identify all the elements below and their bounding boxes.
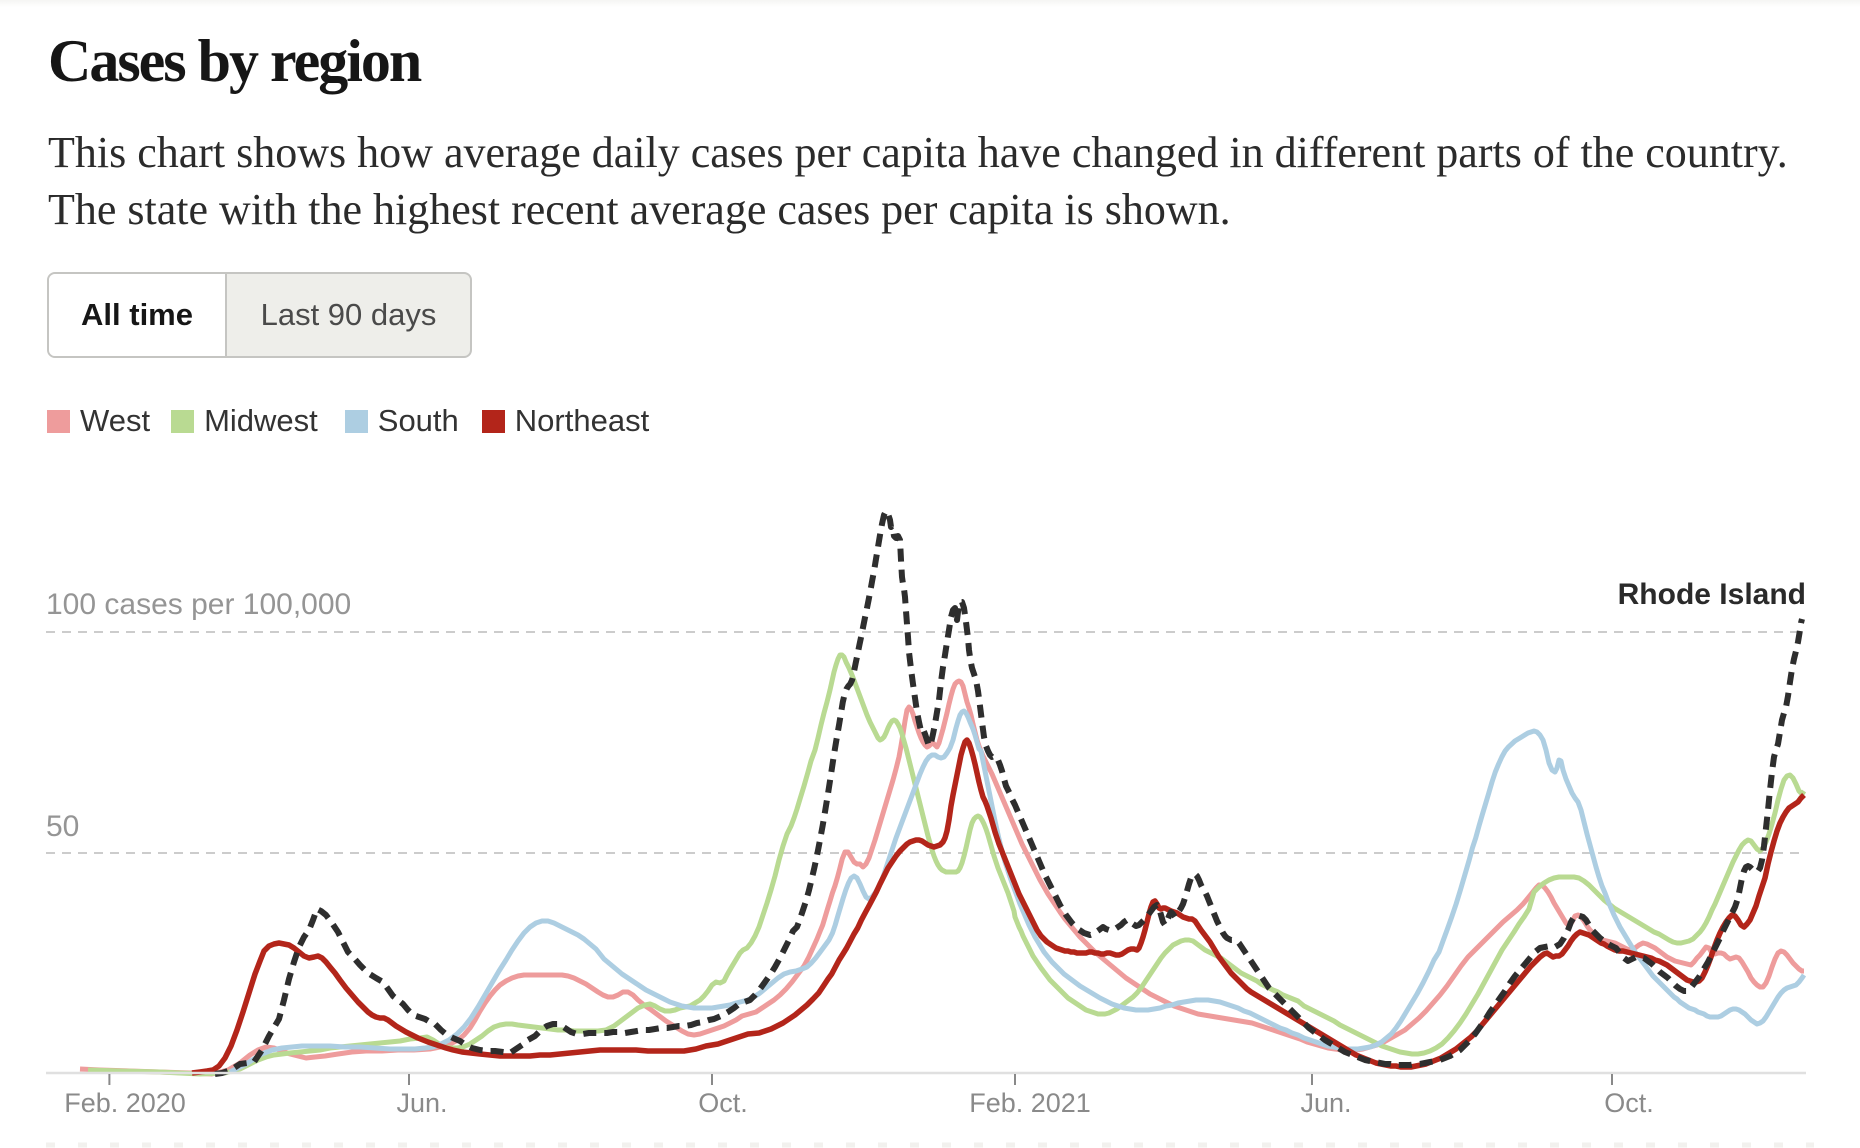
svg-text:Feb. 2021: Feb. 2021 [969,1088,1091,1118]
svg-text:50: 50 [46,810,79,843]
svg-text:100 cases per 100,000: 100 cases per 100,000 [46,588,351,621]
svg-text:Feb. 2020: Feb. 2020 [64,1088,186,1118]
svg-text:Jun.: Jun. [396,1088,447,1118]
svg-text:Jun.: Jun. [1300,1088,1351,1118]
svg-text:Rhode Island: Rhode Island [1618,578,1806,611]
svg-text:Oct.: Oct. [698,1088,748,1118]
svg-text:Oct.: Oct. [1604,1088,1654,1118]
